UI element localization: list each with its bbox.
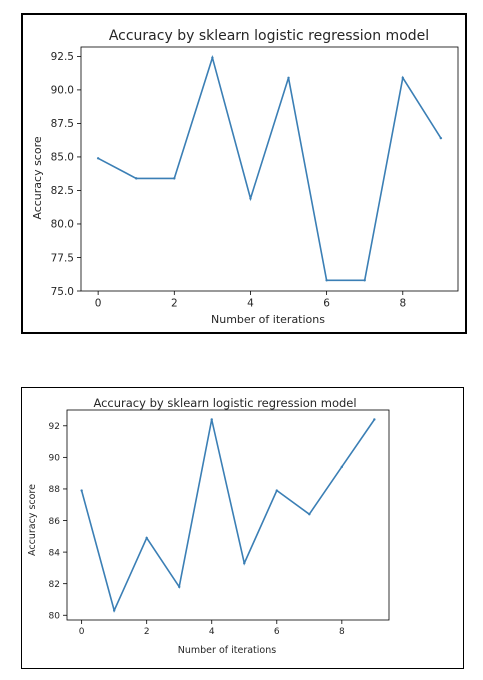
data-point xyxy=(363,279,366,282)
x-axis-label: Number of iterations xyxy=(178,645,276,656)
chart-title: Accuracy by sklearn logistic regression … xyxy=(93,396,356,410)
data-point xyxy=(178,585,181,589)
data-point xyxy=(308,513,311,516)
y-tick-label: 84 xyxy=(49,548,61,558)
x-tick-label: 8 xyxy=(399,298,406,310)
y-tick-label: 90.0 xyxy=(51,85,74,97)
y-tick-label: 92.5 xyxy=(51,51,74,63)
y-tick-label: 85.0 xyxy=(51,152,74,164)
y-tick-label: 80.0 xyxy=(51,219,74,231)
x-tick-label: 2 xyxy=(171,298,178,310)
data-point xyxy=(373,418,376,421)
line-chart-1: Accuracy by sklearn logistic regression … xyxy=(31,28,459,326)
x-tick-label: 6 xyxy=(323,298,330,310)
data-point xyxy=(135,177,138,180)
data-point xyxy=(249,197,252,200)
data-point xyxy=(112,609,116,612)
y-tick-label: 77.5 xyxy=(51,252,74,264)
data-point xyxy=(340,465,344,469)
data-point xyxy=(173,177,176,180)
y-tick-label: 90 xyxy=(49,454,61,464)
y-tick-label: 87.5 xyxy=(51,118,74,130)
plot-area-frame xyxy=(80,46,459,292)
data-point xyxy=(210,418,213,421)
data-point xyxy=(211,56,214,59)
data-point xyxy=(243,561,246,565)
x-tick-label: 4 xyxy=(209,627,215,637)
series-line xyxy=(80,419,376,613)
y-tick-label: 82.5 xyxy=(51,185,74,197)
x-tick-label: 2 xyxy=(144,627,150,637)
x-tick-label: 4 xyxy=(247,298,254,310)
plot-area-frame xyxy=(66,409,390,621)
x-tick-label: 0 xyxy=(95,298,102,310)
y-tick-label: 75.0 xyxy=(51,286,74,298)
chart-title: Accuracy by sklearn logistic regression … xyxy=(109,28,429,44)
data-point xyxy=(80,489,83,492)
y-tick-label: 82 xyxy=(49,580,60,590)
y-tick-label: 88 xyxy=(49,485,61,495)
x-tick-label: 0 xyxy=(79,627,85,637)
data-point xyxy=(325,279,328,282)
y-tick-label: 86 xyxy=(49,517,61,527)
line-chart-2: Accuracy by sklearn logistic regression … xyxy=(27,396,390,656)
data-point xyxy=(145,536,148,540)
data-point xyxy=(439,136,443,140)
chart-panel-2: Accuracy by sklearn logistic regression … xyxy=(21,387,464,669)
y-axis-label: Accuracy score xyxy=(27,484,38,556)
x-tick-label: 6 xyxy=(274,627,280,637)
chart-panel-1: Accuracy by sklearn logistic regression … xyxy=(21,13,467,334)
data-point xyxy=(275,489,278,492)
data-point xyxy=(96,157,100,160)
series-line xyxy=(97,54,442,282)
y-tick-label: 80 xyxy=(49,612,61,622)
y-tick-label: 92 xyxy=(49,422,60,432)
data-point xyxy=(287,76,290,80)
y-axis-label: Accuracy score xyxy=(31,136,44,220)
x-axis-label: Number of iterations xyxy=(211,313,325,326)
x-tick-label: 8 xyxy=(339,627,345,637)
data-point xyxy=(401,76,404,80)
